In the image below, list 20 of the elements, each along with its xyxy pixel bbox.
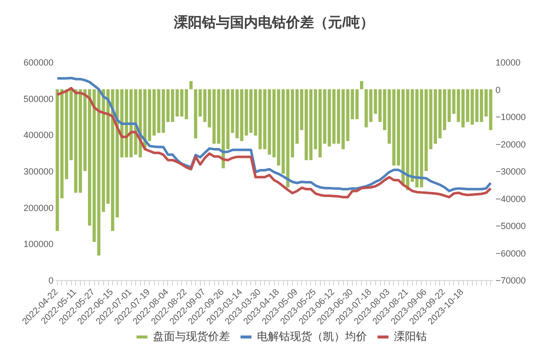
legend-label: 溧阳钴 [394,331,427,343]
y-tick-label: 400000 [23,130,54,140]
y2-tick-label: −20000 [496,139,526,150]
y2-tick-label: −50000 [496,221,526,231]
y-tick-label: 600000 [23,58,54,68]
y2-tick-label: 0 [496,84,501,95]
y-tick-label: 500000 [23,94,54,104]
legend-label: 电解钴现货（凯）均价 [257,330,367,343]
y2-tick-label: −30000 [496,166,526,176]
chart-title: 溧阳钴与国内电钴价差（元/吨） [173,14,374,30]
y2-tick-label: −10000 [496,112,526,122]
legend-label: 盘面与现货价差 [153,330,230,343]
y-tick-label: 100000 [23,239,54,250]
y2-tick-label: 10000 [496,58,521,68]
y-tick-label: 300000 [23,166,54,176]
y-tick-label: 200000 [23,202,54,213]
y-tick-label: 0 [48,276,54,286]
y2-tick-label: −70000 [496,276,526,286]
y2-tick-label: −60000 [496,248,526,258]
y2-tick-label: −40000 [496,194,526,204]
